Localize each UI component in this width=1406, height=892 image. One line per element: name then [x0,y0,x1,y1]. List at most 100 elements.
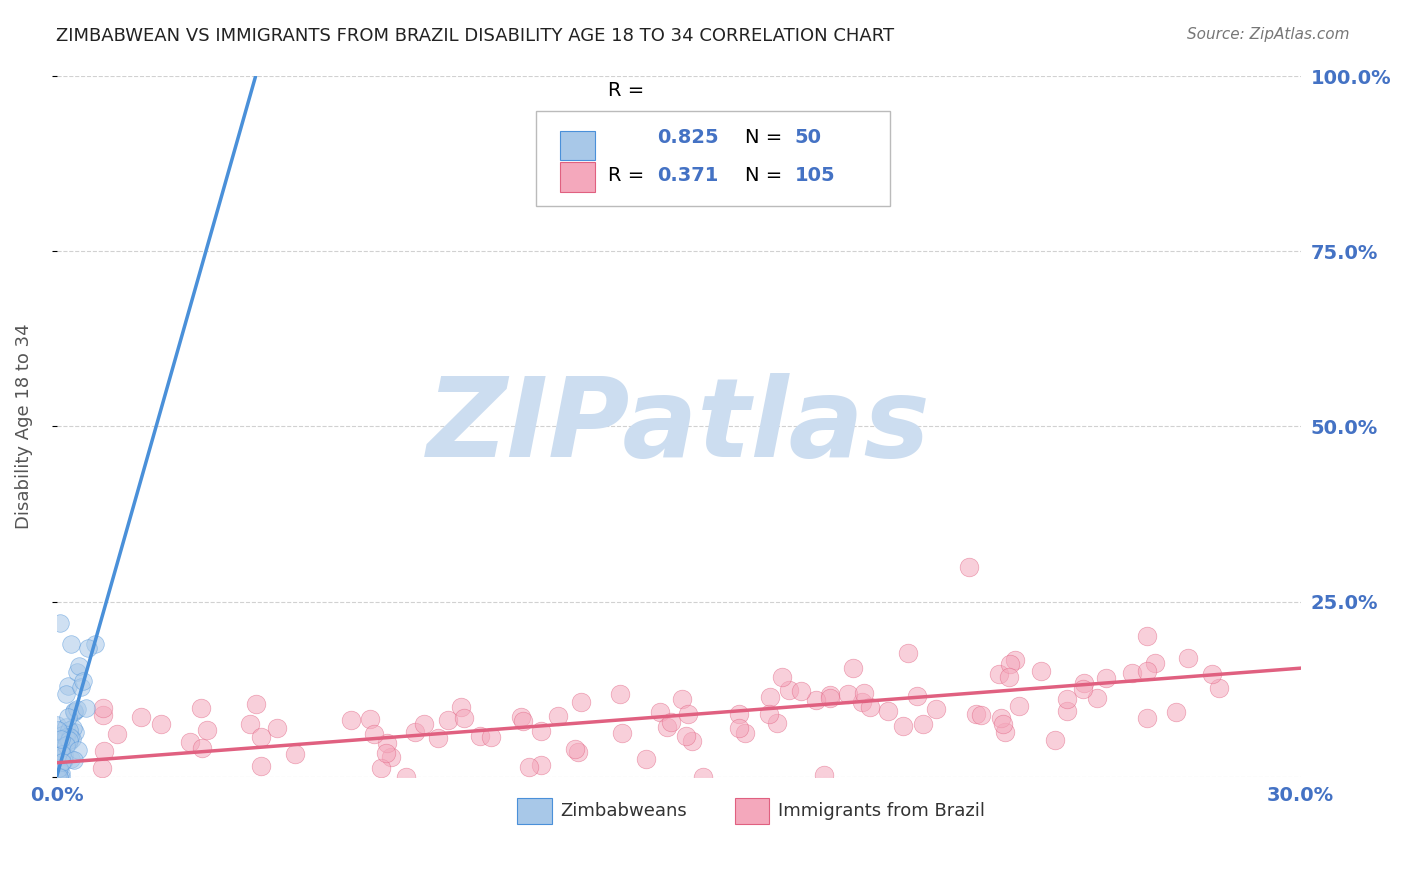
Point [1004,653,1026,667]
Point [195,723,218,738]
Point [609,687,631,701]
Point [655,721,678,735]
Point [991,717,1014,731]
Point [842,660,865,674]
Point [912,717,935,731]
Point [250,730,273,744]
Point [692,770,714,784]
Point [49,731,72,746]
Text: 105: 105 [794,166,835,185]
Point [75,701,97,715]
Point [239,717,262,731]
Bar [734,797,769,824]
Point [58,733,80,747]
Bar [517,797,551,824]
Point [468,729,491,743]
Point [190,741,212,756]
Point [681,733,703,747]
Point [55,720,77,734]
Point [66,702,89,716]
Point [659,714,682,729]
Point [905,689,928,703]
Point [517,760,540,774]
Point [648,705,671,719]
Point [806,692,828,706]
Point [56,710,79,724]
Point [375,746,398,760]
Point [66,742,89,756]
Point [51,747,73,761]
Point [1029,664,1052,678]
Text: N =: N = [745,128,789,147]
Point [859,699,882,714]
Point [51,728,73,742]
Point [67,659,90,673]
Point [83,637,105,651]
Point [266,721,288,735]
Point [778,682,800,697]
Point [818,691,841,706]
Point [46,770,69,784]
Text: 0.371: 0.371 [658,166,718,185]
Point [93,700,115,714]
Point [988,667,1011,681]
Point [1164,705,1187,719]
Point [66,665,89,679]
Point [49,770,72,784]
Point [957,559,980,574]
Bar [561,162,595,192]
Point [567,745,589,759]
Point [851,695,873,709]
Point [51,740,73,755]
Point [48,770,70,784]
Text: R =: R = [607,166,650,185]
Point [1136,664,1159,678]
Point [1071,681,1094,696]
Point [1056,691,1078,706]
Point [564,741,586,756]
Point [790,683,813,698]
Point [58,734,80,748]
Point [59,637,82,651]
Point [58,679,80,693]
Text: ZIMBABWEAN VS IMMIGRANTS FROM BRAZIL DISABILITY AGE 18 TO 34 CORRELATION CHART: ZIMBABWEAN VS IMMIGRANTS FROM BRAZIL DIS… [56,27,894,45]
Point [284,747,307,762]
Point [766,716,789,731]
Point [436,713,458,727]
Point [49,765,72,780]
Point [59,730,82,744]
Point [58,723,80,737]
Point [370,760,392,774]
Point [818,688,841,702]
Point [758,690,780,704]
Text: ZIPatlas: ZIPatlas [427,373,931,480]
Point [150,717,173,731]
Point [59,752,82,766]
Point [813,768,835,782]
Point [512,714,534,728]
Point [52,748,75,763]
Point [413,717,436,731]
Point [571,695,593,709]
Point [48,762,70,776]
Point [69,680,91,694]
Point [46,770,69,784]
Point [55,738,77,752]
Point [1043,732,1066,747]
Point [249,759,271,773]
Point [837,687,859,701]
Point [49,615,72,630]
Point [1095,671,1118,685]
Point [530,723,553,738]
Text: 0.825: 0.825 [658,128,718,147]
Text: 50: 50 [794,128,821,147]
Point [93,744,115,758]
Point [675,729,697,743]
Point [340,713,363,727]
Point [481,731,503,745]
Point [998,657,1021,671]
Point [1136,629,1159,643]
Point [734,725,756,739]
Point [852,686,875,700]
Point [63,704,86,718]
